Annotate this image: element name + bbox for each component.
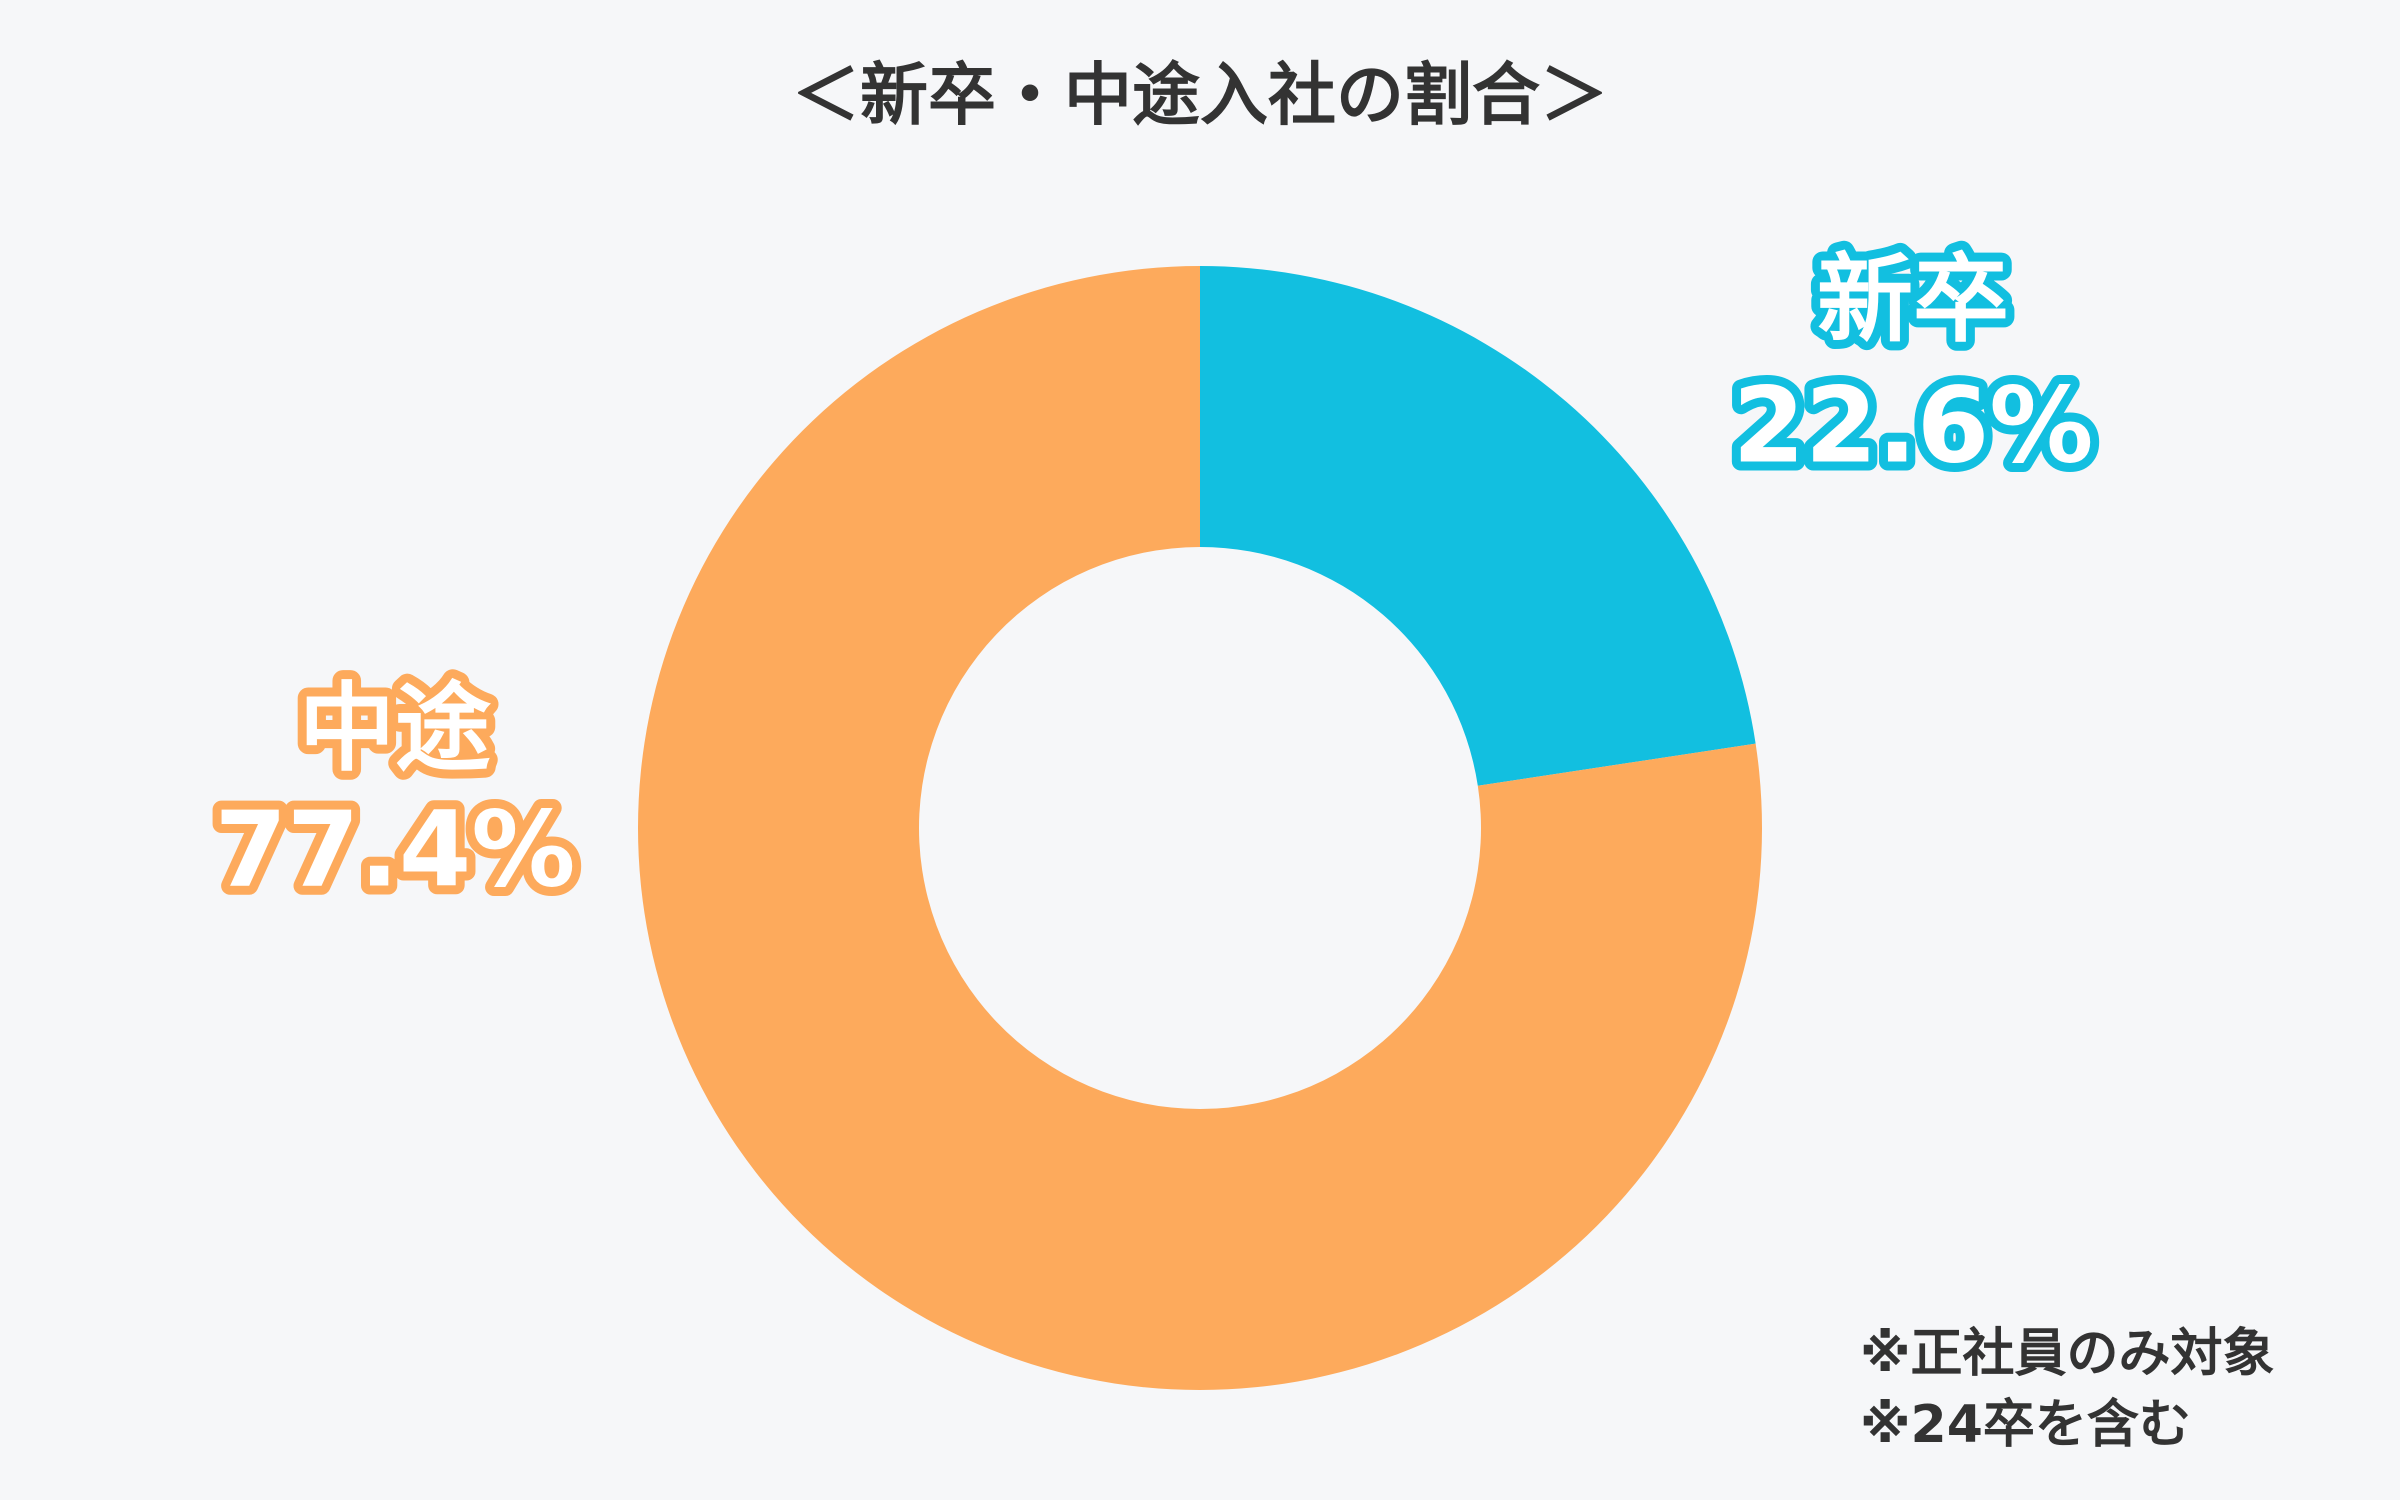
donut-slice: [1200, 266, 1756, 786]
note: ※正社員のみ対象: [1860, 1324, 2275, 1384]
category-label: 中途: [299, 672, 491, 784]
category-label: 新卒: [1817, 243, 2009, 355]
donut-slice: [638, 266, 1763, 1391]
value-label: 22.6%: [1733, 364, 2094, 486]
note: ※24卒を含む: [1860, 1395, 2191, 1455]
value-label: 77.4%: [215, 788, 576, 910]
chart-title: ＜新卒・中途入社の割合＞: [792, 57, 1608, 136]
